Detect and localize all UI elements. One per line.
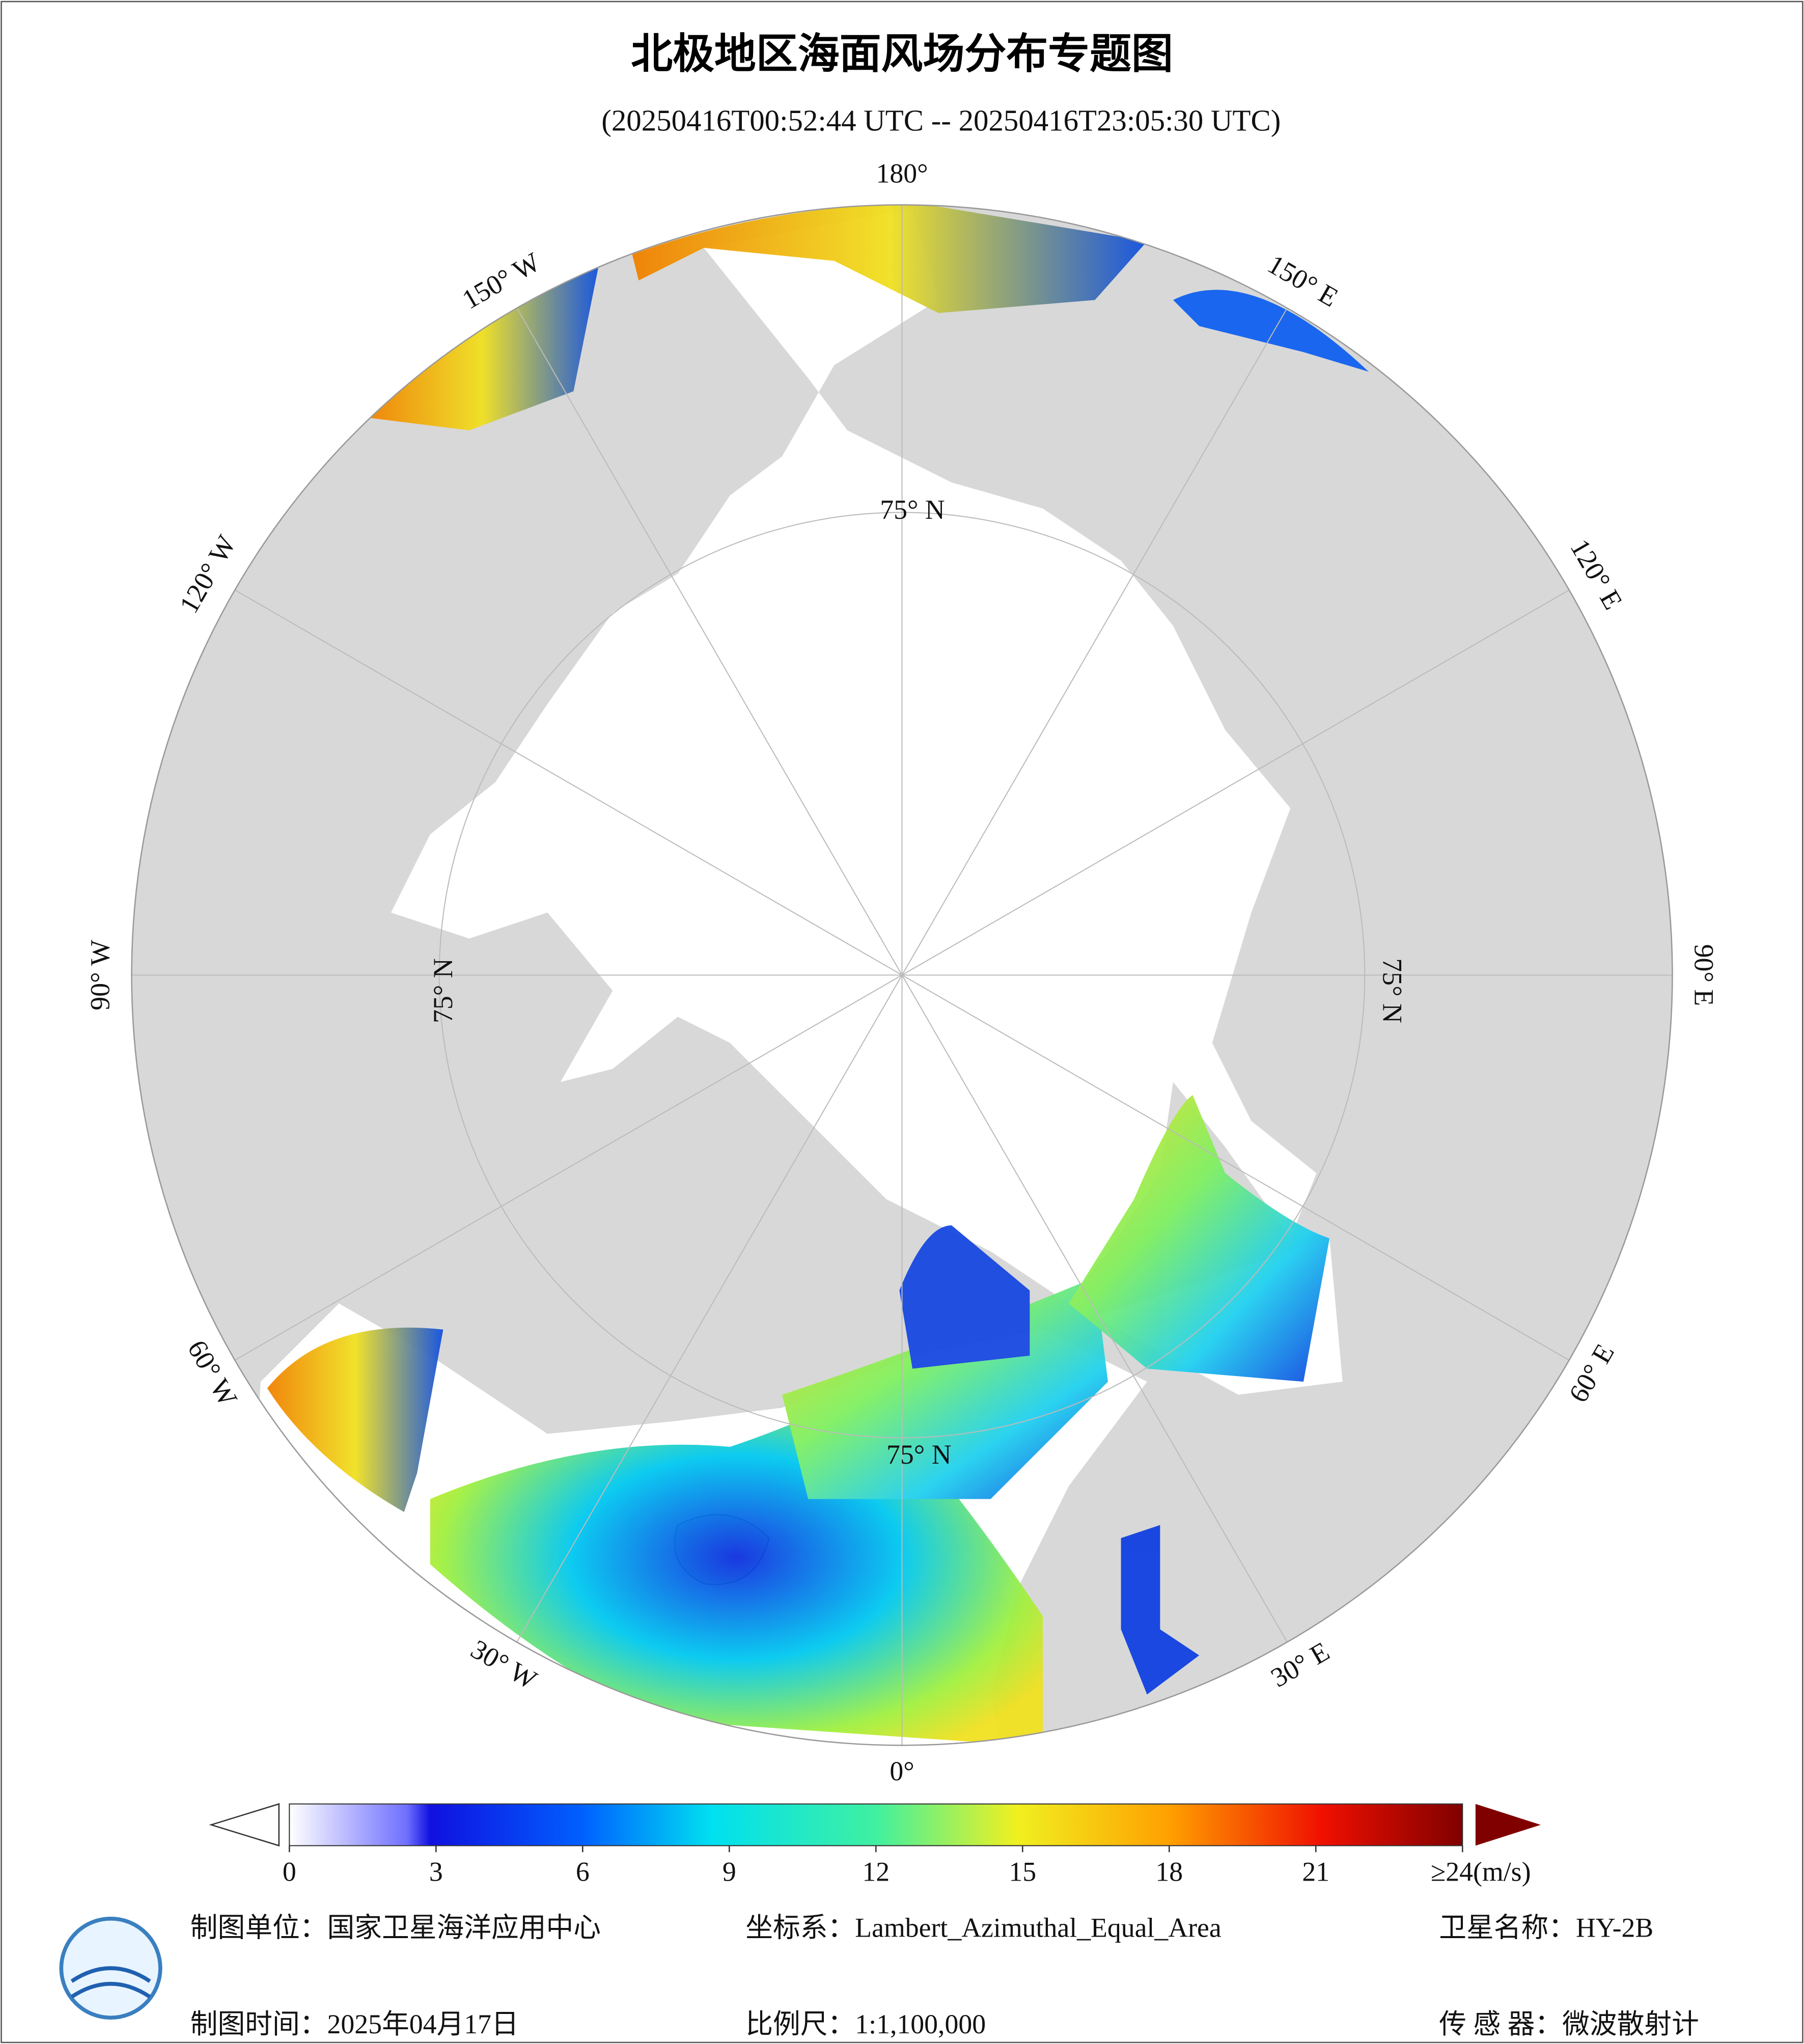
wind-swaths xyxy=(267,205,1369,1746)
colorbar-tick-label: 15 xyxy=(1009,1857,1036,1887)
meridian xyxy=(901,974,1288,1643)
logo-waves xyxy=(70,1966,151,1999)
subtitle: (20250416T00:52:44 UTC -- 20250416T23:05… xyxy=(601,104,1281,137)
producer: 制图单位：国家卫星海洋应用中心 xyxy=(190,1913,601,1943)
colorbar-over xyxy=(1475,1804,1541,1846)
meridian xyxy=(516,307,903,975)
colorbar-tick-label: 12 xyxy=(862,1857,890,1887)
latitude-label: 75° N xyxy=(1377,958,1408,1023)
longitude-label: 180° xyxy=(876,158,928,188)
meridian xyxy=(234,589,903,976)
latitude-label: 75° N xyxy=(886,1439,952,1470)
colorbar-tick-label: 9 xyxy=(723,1857,736,1887)
meridian xyxy=(234,974,903,1361)
projection: 坐标系：Lambert_Azimuthal_Equal_Area xyxy=(745,1913,1222,1943)
map-border xyxy=(131,204,1673,1746)
longitude-label: 0° xyxy=(890,1756,914,1786)
colorbar xyxy=(289,1803,1463,1846)
colorbar-tick-label: 18 xyxy=(1155,1857,1183,1887)
title: 北极地区海面风场分布专题图 xyxy=(631,30,1173,78)
graticule xyxy=(131,205,1673,1746)
colorbar-tick-label: 3 xyxy=(429,1857,443,1887)
meridian xyxy=(901,974,1570,1361)
colorbar-tick-label: 6 xyxy=(576,1857,590,1887)
meridian xyxy=(901,589,1570,976)
colorbar-tick-label: 0 xyxy=(283,1857,296,1887)
scale: 比例尺：1:1,100,000 xyxy=(745,2009,986,2039)
sensor: 传 感 器：微波散射计 xyxy=(1439,2009,1699,2039)
arctic-ocean xyxy=(391,209,1317,1304)
satellite: 卫星名称：HY-2B xyxy=(1439,1913,1653,1943)
latitude-label: 75° N xyxy=(428,958,458,1023)
date: 制图时间：2025年04月17日 xyxy=(190,2009,519,2039)
map xyxy=(131,205,1673,1746)
colorbar-tick-label: 21 xyxy=(1302,1857,1329,1887)
longitude-label: 90° E xyxy=(1688,944,1719,1006)
latitude-label: 75° N xyxy=(880,494,945,525)
meridian xyxy=(901,307,1288,975)
longitude-label: 90° W xyxy=(85,940,116,1011)
colorbar-tick-label: ≥24(m/s) xyxy=(1431,1857,1531,1887)
meridian xyxy=(516,974,903,1643)
colorbar-under xyxy=(209,1803,280,1847)
